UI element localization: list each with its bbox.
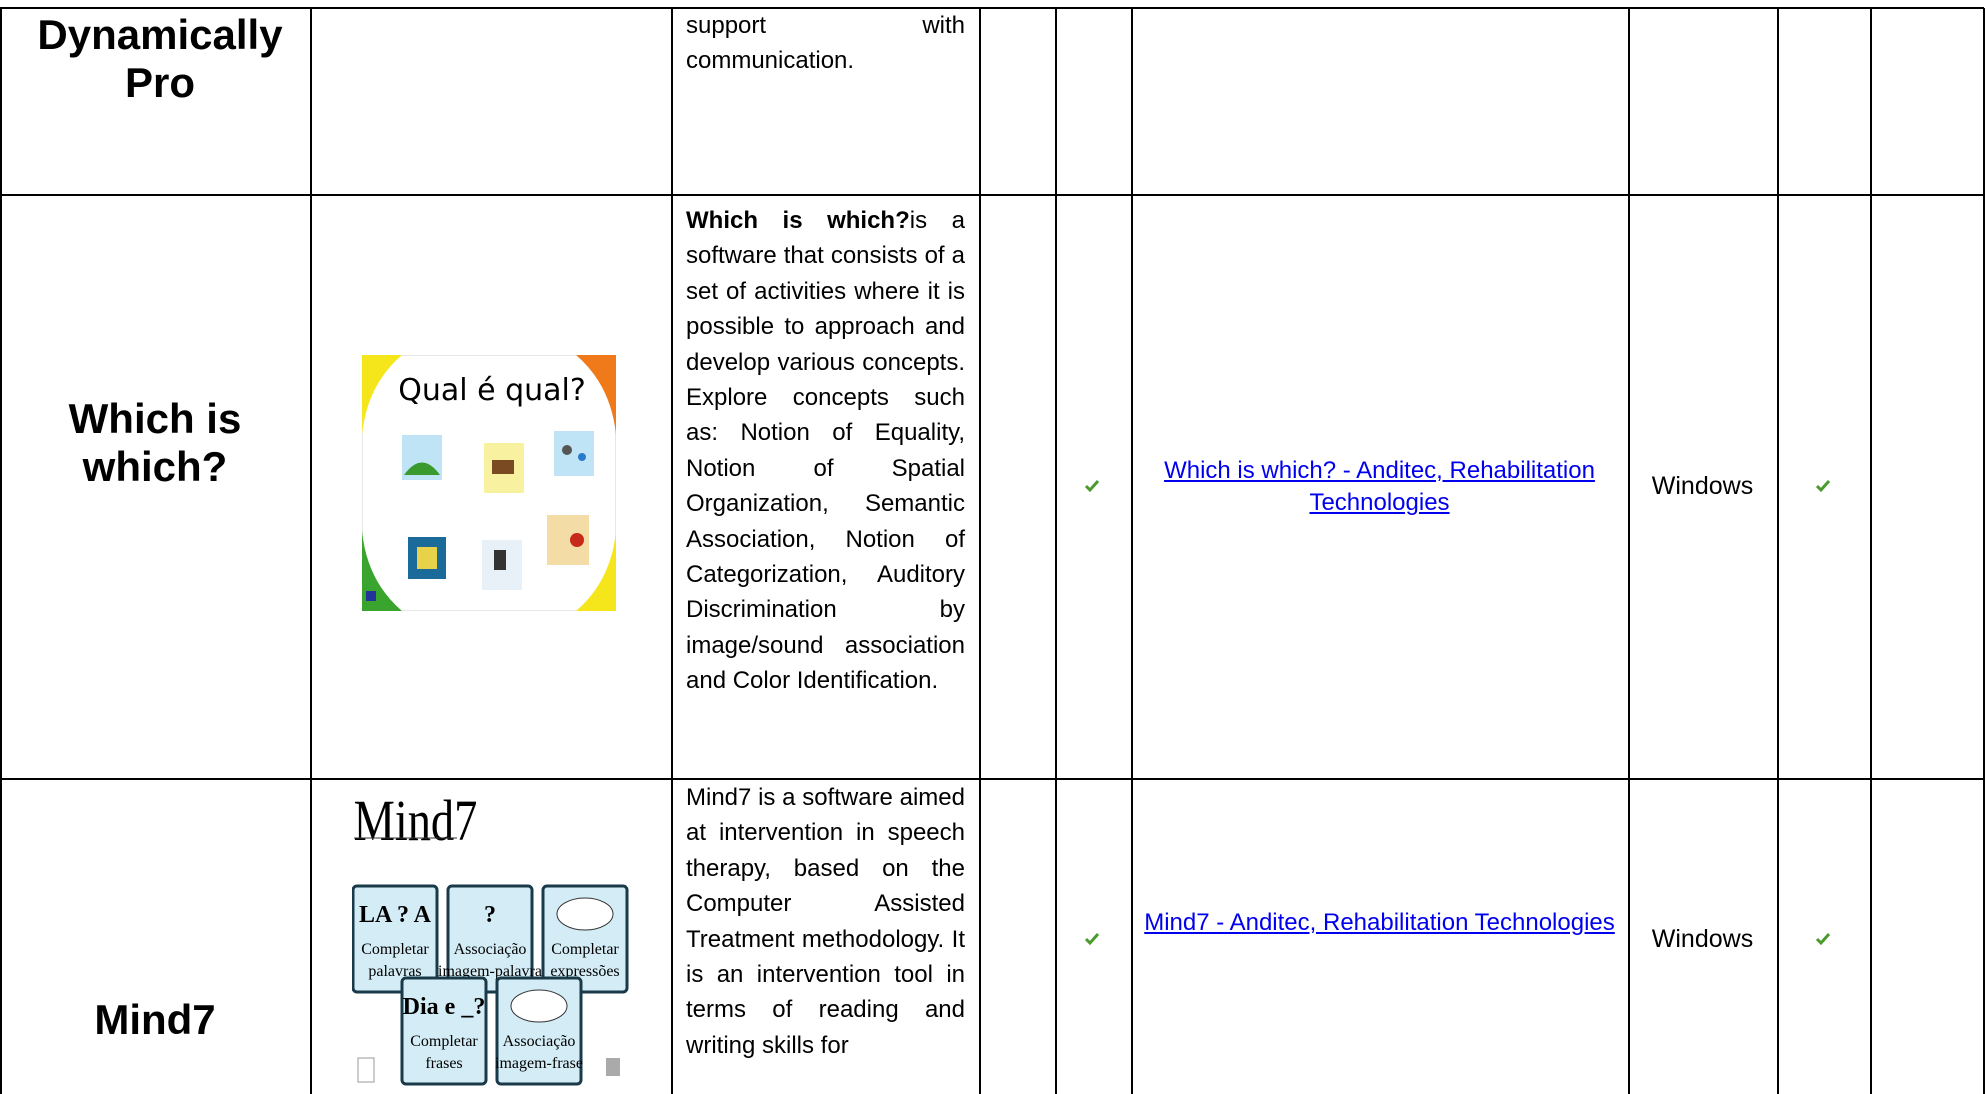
col-border	[1870, 8, 1872, 1094]
row-border	[0, 194, 1984, 196]
card	[446, 884, 534, 994]
platform: Windows	[1651, 925, 1754, 953]
screenshot: Qual é qual?	[362, 355, 616, 611]
card	[352, 884, 439, 994]
card-label: Associação	[454, 941, 527, 958]
card	[400, 976, 488, 1086]
card-label: frases	[425, 1055, 462, 1072]
col-border	[310, 8, 312, 1094]
card-top: LA ? A	[359, 902, 432, 928]
link[interactable]: Mind7 - Anditec, Rehabilitation Technolo…	[1144, 909, 1615, 936]
link[interactable]: Which is which? - Anditec, Rehabilitatio…	[1164, 457, 1595, 516]
col-border	[0, 8, 2, 1094]
card-label: palavras	[368, 963, 421, 980]
screenshot-title: Mind7	[354, 789, 478, 853]
row-border	[0, 778, 1984, 780]
screenshot-title: Qual é qual?	[398, 373, 586, 408]
bubble	[556, 897, 614, 931]
software-name: Dynamically Pro	[37, 11, 283, 106]
col-border	[979, 8, 981, 1094]
card-label: imagem-palavra	[438, 963, 542, 980]
check-icon	[1815, 933, 1831, 946]
card-top: ?	[484, 902, 496, 928]
software-name: Mind7	[94, 996, 216, 1043]
col-border	[1983, 8, 1985, 1094]
bubble	[510, 989, 568, 1023]
check-icon	[1084, 480, 1100, 493]
card-label: Completar	[410, 1033, 478, 1050]
card-label: Completar	[551, 941, 619, 958]
description-text: is a software that consists of a set of …	[686, 207, 965, 695]
card-label: expressões	[550, 963, 619, 980]
check-icon	[1084, 933, 1100, 946]
platform: Windows	[1651, 472, 1754, 500]
row-border	[0, 7, 1984, 9]
col-border	[1777, 8, 1779, 1094]
col-border	[1628, 8, 1630, 1094]
check-icon	[1815, 480, 1831, 493]
description: Mind7 is a software aimed at interventio…	[686, 784, 965, 1059]
card-top: Dia e _?	[403, 994, 486, 1020]
card-label: Completar	[361, 941, 429, 958]
screenshot: Mind7 LA ? A Completar palavras? Associação…	[352, 789, 629, 1086]
software-name: Which is which?	[68, 395, 242, 490]
col-border	[1131, 8, 1133, 1094]
card-label: Associação	[503, 1033, 576, 1050]
description-bold: Which is which?	[686, 207, 910, 234]
col-border	[671, 8, 673, 1094]
description: Which is which?is a software that consis…	[686, 203, 965, 699]
description: support with communication.	[686, 12, 965, 75]
card-label: imagem-frase	[495, 1055, 583, 1072]
col-border	[1055, 8, 1057, 1094]
